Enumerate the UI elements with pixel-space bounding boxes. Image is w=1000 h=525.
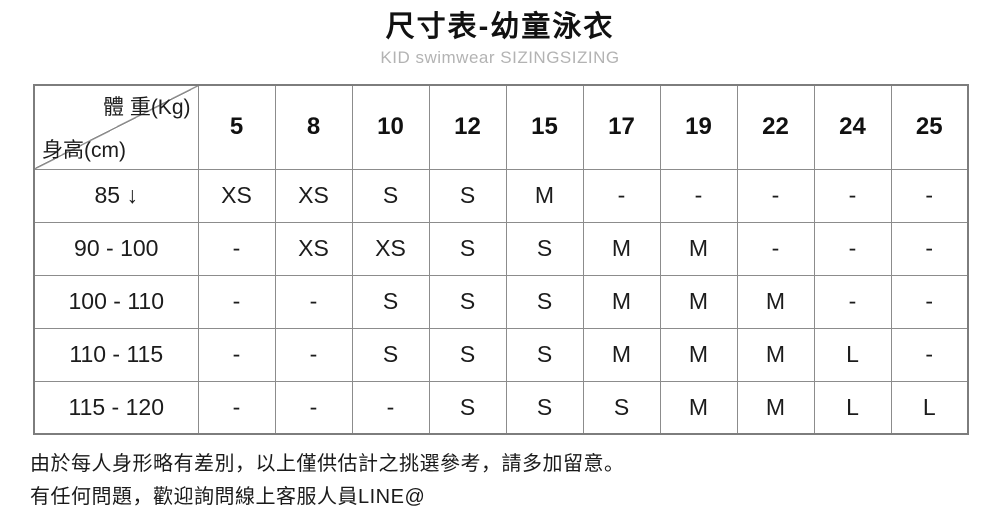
table-header-row: 體 重(Kg) 身高(cm) 5 8 10 12 15 17 19 22 24 …	[33, 84, 969, 170]
size-table: 體 重(Kg) 身高(cm) 5 8 10 12 15 17 19 22 24 …	[33, 84, 969, 435]
size-cell: -	[274, 327, 353, 382]
size-cell: S	[505, 221, 584, 276]
height-axis-label: 身高(cm)	[42, 138, 126, 162]
size-cell: M	[505, 168, 584, 223]
size-cell: -	[813, 168, 892, 223]
size-cell: S	[428, 168, 507, 223]
note-line: 有任何問題，歡迎詢問線上客服人員LINE@	[30, 486, 426, 508]
size-cell: S	[582, 380, 661, 435]
size-cell: M	[659, 221, 738, 276]
size-cell: M	[582, 221, 661, 276]
size-cell: -	[197, 221, 276, 276]
height-label: 100 - 110	[33, 274, 199, 329]
size-cell: S	[428, 221, 507, 276]
size-cell: M	[736, 274, 815, 329]
table-row: 85 ↓ XS XS S S M - - - - -	[33, 168, 969, 223]
weight-header: 19	[659, 84, 738, 170]
size-cell: XS	[274, 168, 353, 223]
note-line: 由於每人身形略有差別，以上僅供估計之挑選參考，請多加留意。	[30, 453, 625, 475]
weight-header: 15	[505, 84, 584, 170]
size-cell: S	[351, 274, 430, 329]
size-cell: S	[428, 274, 507, 329]
size-cell: M	[582, 274, 661, 329]
size-cell: S	[505, 327, 584, 382]
size-cell: -	[736, 221, 815, 276]
weight-header: 5	[197, 84, 276, 170]
size-cell: -	[197, 274, 276, 329]
page-title: 尺寸表-幼童泳衣	[385, 11, 615, 43]
size-cell: -	[197, 327, 276, 382]
size-cell: XS	[197, 168, 276, 223]
size-cell: M	[736, 327, 815, 382]
size-cell: -	[890, 274, 969, 329]
size-cell: S	[428, 327, 507, 382]
size-cell: S	[351, 327, 430, 382]
table-row: 115 - 120 - - - S S S M M L L	[33, 380, 969, 435]
height-label: 90 - 100	[33, 221, 199, 276]
size-cell: -	[736, 168, 815, 223]
size-cell: XS	[351, 221, 430, 276]
size-cell: -	[890, 327, 969, 382]
weight-header: 24	[813, 84, 892, 170]
weight-header: 22	[736, 84, 815, 170]
size-cell: -	[197, 380, 276, 435]
weight-header: 12	[428, 84, 507, 170]
size-cell: M	[659, 274, 738, 329]
size-cell: -	[582, 168, 661, 223]
weight-header: 17	[582, 84, 661, 170]
size-cell: -	[813, 274, 892, 329]
table-row: 90 - 100 - XS XS S S M M - - -	[33, 221, 969, 276]
size-cell: -	[813, 221, 892, 276]
page-subtitle: KID swimwear SIZINGSIZING	[380, 48, 620, 67]
size-cell: S	[428, 380, 507, 435]
corner-cell: 體 重(Kg) 身高(cm)	[33, 84, 199, 170]
size-cell: XS	[274, 221, 353, 276]
height-label: 110 - 115	[33, 327, 199, 382]
weight-header: 8	[274, 84, 353, 170]
size-cell: S	[505, 380, 584, 435]
size-cell: L	[813, 327, 892, 382]
weight-axis-label: 體 重(Kg)	[102, 96, 191, 119]
size-cell: L	[813, 380, 892, 435]
size-cell: L	[890, 380, 969, 435]
table-row: 100 - 110 - - S S S M M M - -	[33, 274, 969, 329]
size-cell: M	[659, 327, 738, 382]
page-header: 尺寸表-幼童泳衣 KID swimwear SIZINGSIZING	[0, 0, 1000, 70]
size-cell: M	[659, 380, 738, 435]
size-cell: S	[351, 168, 430, 223]
height-label: 85 ↓	[33, 168, 199, 223]
size-cell: M	[582, 327, 661, 382]
size-cell: -	[890, 221, 969, 276]
weight-header: 10	[351, 84, 430, 170]
size-cell: -	[274, 274, 353, 329]
size-cell: -	[351, 380, 430, 435]
size-cell: -	[659, 168, 738, 223]
height-label: 115 - 120	[33, 380, 199, 435]
weight-header: 25	[890, 84, 969, 170]
size-cell: -	[890, 168, 969, 223]
size-cell: -	[274, 380, 353, 435]
size-cell: M	[736, 380, 815, 435]
size-cell: S	[505, 274, 584, 329]
table-row: 110 - 115 - - S S S M M M L -	[33, 327, 969, 382]
footer-notes: 由於每人身形略有差別，以上僅供估計之挑選參考，請多加留意。 有任何問題，歡迎詢問…	[30, 448, 1000, 514]
